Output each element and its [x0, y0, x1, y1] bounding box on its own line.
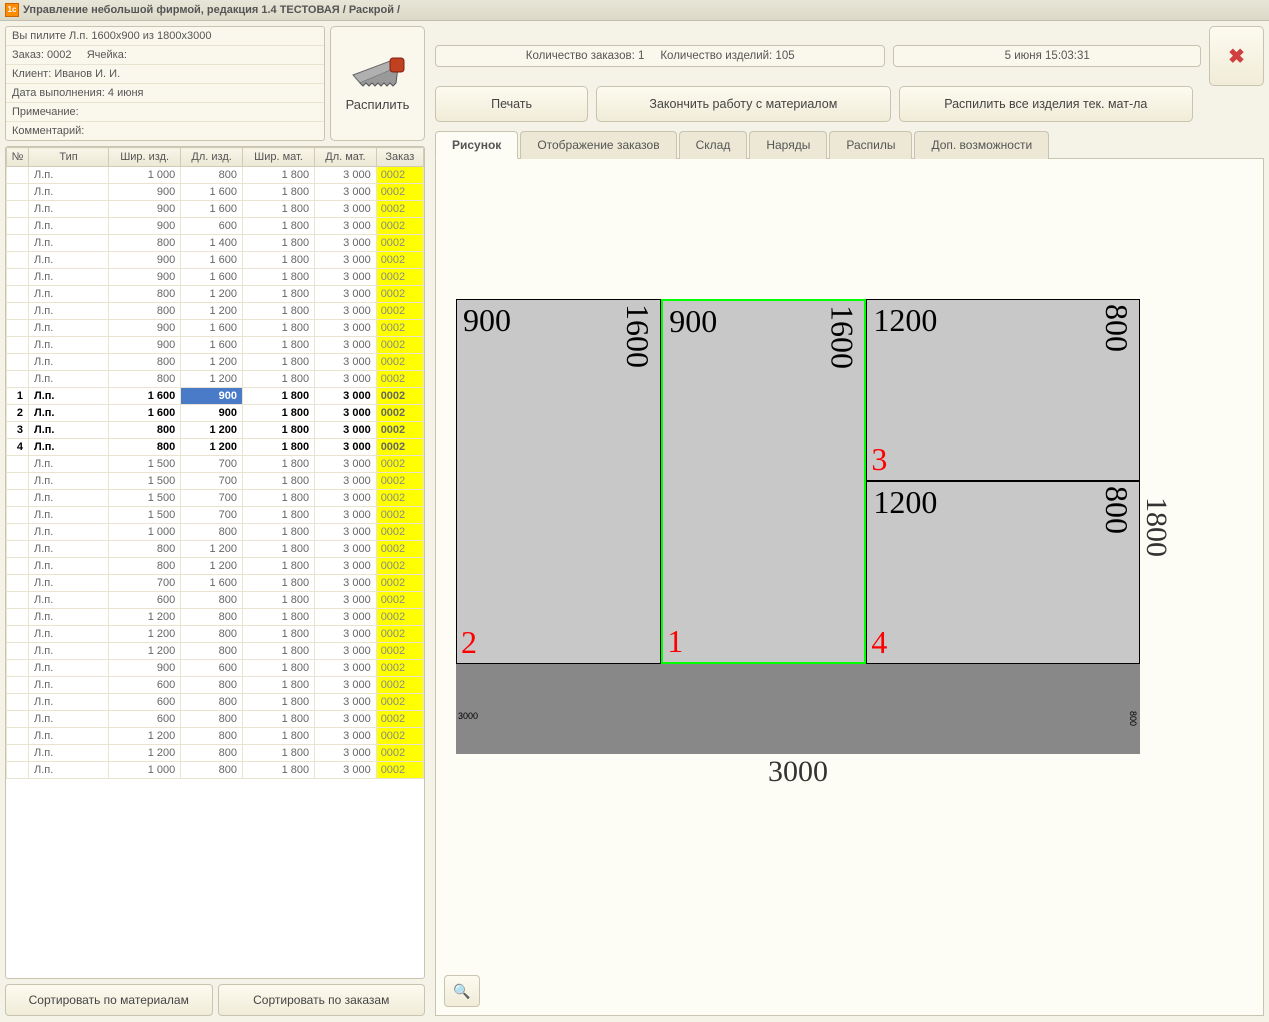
sheet-width-label: 3000	[768, 755, 828, 789]
piece-4[interactable]: 12008004	[866, 481, 1140, 663]
table-row[interactable]: Л.п.6008001 8003 0000002	[7, 711, 424, 728]
tab-1[interactable]: Отображение заказов	[520, 131, 676, 159]
app-icon: 1c	[5, 3, 19, 17]
piece-1[interactable]: 90016001	[661, 299, 866, 664]
piece-3[interactable]: 12008003	[866, 299, 1140, 481]
table-row[interactable]: Л.п.8001 2001 8003 0000002	[7, 303, 424, 320]
sheet-height-label: 1800	[1139, 497, 1173, 557]
finish-material-button[interactable]: Закончить работу с материалом	[596, 86, 890, 122]
saw-icon	[348, 55, 408, 95]
info-order-row: Заказ: 0002 Ячейка:	[6, 46, 324, 65]
info-box: Вы пилите Л.п. 1600x900 из 1800x3000 Зак…	[5, 26, 325, 141]
tabs: РисунокОтображение заказовСкладНарядыРас…	[435, 130, 1264, 159]
cut-button-label: Распилить	[346, 97, 410, 112]
cut-button[interactable]: Распилить	[330, 26, 425, 141]
col-lp[interactable]: Дл. изд.	[181, 148, 243, 167]
table-row[interactable]: Л.п.9001 6001 8003 0000002	[7, 252, 424, 269]
table-row[interactable]: Л.п.6008001 8003 0000002	[7, 592, 424, 609]
table-row[interactable]: Л.п.1 2008001 8003 0000002	[7, 745, 424, 762]
table-row[interactable]: Л.п.1 0008001 8003 0000002	[7, 762, 424, 779]
zoom-button[interactable]: 🔍	[444, 975, 480, 1007]
tab-2[interactable]: Склад	[679, 131, 748, 159]
table-row[interactable]: Л.п.1 5007001 8003 0000002	[7, 490, 424, 507]
table-row[interactable]: Л.п.1 5007001 8003 0000002	[7, 456, 424, 473]
title-bar: 1c Управление небольшой фирмой, редакция…	[0, 0, 1269, 21]
table-row[interactable]: 4Л.п.8001 2001 8003 0000002	[7, 439, 424, 456]
diagram-canvas[interactable]: 9001600290016001120080031200800430008003…	[435, 159, 1264, 1016]
table-row[interactable]: Л.п.8001 2001 8003 0000002	[7, 541, 424, 558]
table-row[interactable]: Л.п.8001 2001 8003 0000002	[7, 371, 424, 388]
table-row[interactable]: Л.п.1 2008001 8003 0000002	[7, 609, 424, 626]
table-row[interactable]: Л.п.1 2008001 8003 0000002	[7, 626, 424, 643]
table-row[interactable]: 1Л.п.1 6009001 8003 0000002	[7, 388, 424, 405]
table-row[interactable]: Л.п.6008001 8003 0000002	[7, 677, 424, 694]
sheet: 9001600290016001120080031200800430008003…	[456, 299, 1140, 754]
sort-by-materials-button[interactable]: Сортировать по материалам	[5, 984, 213, 1016]
status-datetime: 5 июня 15:03:31	[893, 45, 1201, 67]
table-row[interactable]: Л.п.9001 6001 8003 0000002	[7, 201, 424, 218]
info-comment: Комментарий:	[6, 122, 324, 140]
table-row[interactable]: Л.п.1 2008001 8003 0000002	[7, 728, 424, 745]
piece-2[interactable]: 90016002	[456, 299, 661, 664]
table-row[interactable]: Л.п.1 2008001 8003 0000002	[7, 643, 424, 660]
info-date: Дата выполнения: 4 июня	[6, 84, 324, 103]
table-row[interactable]: Л.п.1 5007001 8003 0000002	[7, 507, 424, 524]
table-row[interactable]: Л.п.8001 2001 8003 0000002	[7, 286, 424, 303]
col-wm[interactable]: Шир. мат.	[242, 148, 314, 167]
table-row[interactable]: Л.п.1 0008001 8003 0000002	[7, 167, 424, 184]
table-row[interactable]: Л.п.8001 2001 8003 0000002	[7, 354, 424, 371]
close-button[interactable]: ✖	[1209, 26, 1264, 86]
table-row[interactable]: Л.п.6008001 8003 0000002	[7, 694, 424, 711]
table-row[interactable]: Л.п.8001 4001 8003 0000002	[7, 235, 424, 252]
col-lm[interactable]: Дл. мат.	[315, 148, 377, 167]
sort-by-orders-button[interactable]: Сортировать по заказам	[218, 984, 426, 1016]
info-client: Клиент: Иванов И. И.	[6, 65, 324, 84]
table-row[interactable]: Л.п.9006001 8003 0000002	[7, 660, 424, 677]
tab-4[interactable]: Распилы	[829, 131, 912, 159]
cut-all-button[interactable]: Распилить все изделия тек. мат-ла	[899, 86, 1193, 122]
parts-table[interactable]: №ТипШир. изд.Дл. изд.Шир. мат.Дл. мат.За…	[5, 146, 425, 979]
col-num[interactable]: №	[7, 148, 29, 167]
col-type[interactable]: Тип	[29, 148, 109, 167]
left-panel: Вы пилите Л.п. 1600x900 из 1800x3000 Зак…	[0, 21, 430, 1021]
table-row[interactable]: Л.п.8001 2001 8003 0000002	[7, 558, 424, 575]
table-row[interactable]: 3Л.п.8001 2001 8003 0000002	[7, 422, 424, 439]
tab-0[interactable]: Рисунок	[435, 131, 518, 159]
table-row[interactable]: Л.п.1 0008001 8003 0000002	[7, 524, 424, 541]
close-icon: ✖	[1228, 44, 1245, 69]
print-button[interactable]: Печать	[435, 86, 588, 122]
table-row[interactable]: Л.п.7001 6001 8003 0000002	[7, 575, 424, 592]
window-title: Управление небольшой фирмой, редакция 1.…	[23, 4, 400, 16]
magnifier-icon: 🔍	[453, 983, 470, 1000]
tab-3[interactable]: Наряды	[749, 131, 827, 159]
right-panel: Количество заказов: 1 Количество изделий…	[430, 21, 1269, 1021]
table-row[interactable]: Л.п.9001 6001 8003 0000002	[7, 337, 424, 354]
table-row[interactable]: Л.п.9001 6001 8003 0000002	[7, 184, 424, 201]
col-wp[interactable]: Шир. изд.	[109, 148, 181, 167]
info-task: Вы пилите Л.п. 1600x900 из 1800x3000	[6, 27, 324, 46]
tab-5[interactable]: Доп. возможности	[914, 131, 1049, 159]
status-orders-items: Количество заказов: 1 Количество изделий…	[435, 45, 885, 67]
table-row[interactable]: Л.п.9001 6001 8003 0000002	[7, 320, 424, 337]
info-note: Примечание:	[6, 103, 324, 122]
table-row[interactable]: Л.п.1 5007001 8003 0000002	[7, 473, 424, 490]
col-order[interactable]: Заказ	[376, 148, 423, 167]
table-row[interactable]: Л.п.9001 6001 8003 0000002	[7, 269, 424, 286]
table-row[interactable]: 2Л.п.1 6009001 8003 0000002	[7, 405, 424, 422]
table-row[interactable]: Л.п.9006001 8003 0000002	[7, 218, 424, 235]
